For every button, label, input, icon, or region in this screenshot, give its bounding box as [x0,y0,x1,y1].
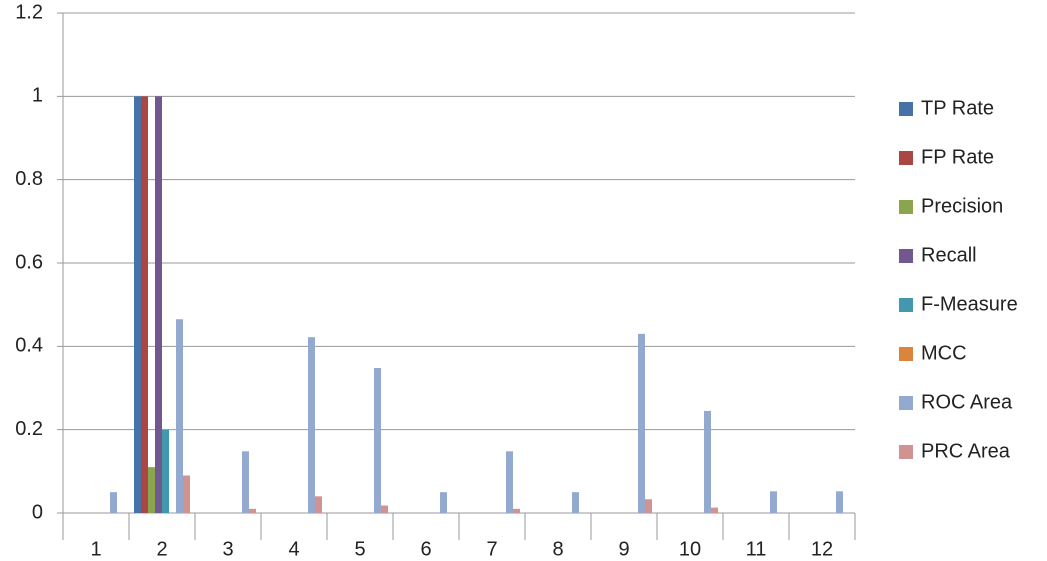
bar [162,429,169,513]
bar [183,475,190,513]
legend-label: Recall [921,244,977,266]
legend-label: PRC Area [921,440,1011,462]
legend-swatch [899,347,913,361]
bar [141,96,148,513]
bar [711,507,718,513]
x-tick-label: 5 [354,538,365,560]
x-tick-label: 12 [811,538,833,560]
bar [176,319,183,513]
legend-label: F-Measure [921,293,1018,315]
bar [381,505,388,513]
bar [836,491,843,513]
y-tick-label: 0 [32,501,43,523]
x-tick-label: 11 [746,538,767,560]
legend-label: TP Rate [921,97,994,119]
legend-swatch [899,200,913,214]
x-tick-label: 9 [618,538,629,560]
x-tick-label: 3 [222,538,233,560]
y-tick-label: 0.2 [15,418,43,440]
legend-label: FP Rate [921,146,994,168]
legend-swatch [899,445,913,459]
bar [704,410,711,513]
bar [638,333,645,513]
legend-swatch [899,151,913,165]
x-tick-label: 10 [679,538,701,560]
x-tick-label: 1 [90,538,101,560]
y-tick-label: 1 [32,85,43,107]
bar [572,492,579,513]
y-tick-label: 0.6 [15,251,43,273]
bar [315,496,322,513]
legend-swatch [899,396,913,410]
bar [770,491,777,513]
legend-label: MCC [921,342,967,364]
legend-swatch [899,249,913,263]
y-tick-label: 1.2 [15,1,43,23]
legend-label: Precision [921,195,1003,217]
legend-swatch [899,298,913,312]
x-tick-label: 7 [486,538,497,560]
bar [249,508,256,513]
bar [148,467,155,513]
bar [110,492,117,513]
x-tick-label: 6 [420,538,431,560]
bar [308,337,315,513]
bar [513,508,520,513]
y-tick-label: 0.4 [15,335,43,357]
bar [155,96,162,513]
bar [242,451,249,513]
bar [134,96,141,513]
legend-label: ROC Area [921,391,1013,413]
bar [440,492,447,513]
bar [645,499,652,513]
bar [506,451,513,513]
x-tick-label: 8 [552,538,563,560]
legend-swatch [899,102,913,116]
x-tick-label: 2 [156,538,167,560]
bar [374,368,381,513]
y-tick-label: 0.8 [15,168,43,190]
x-tick-label: 4 [288,538,299,560]
